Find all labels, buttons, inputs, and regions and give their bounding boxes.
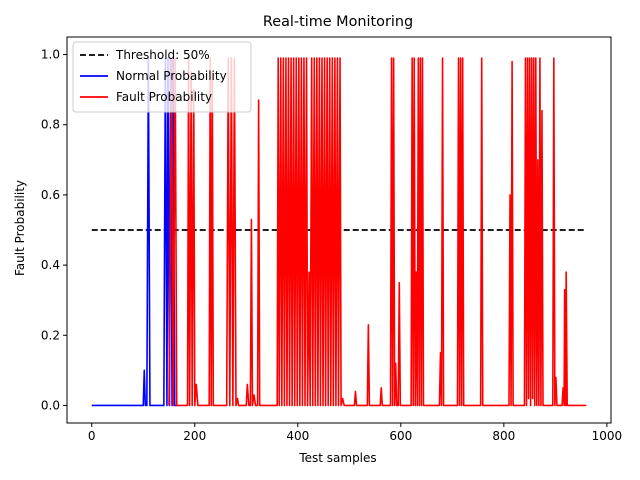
y-tick-label: 0.6 xyxy=(41,188,60,202)
legend-entry-fault-probability-label: Fault Probability xyxy=(116,90,212,104)
x-tick-label: 600 xyxy=(389,429,412,443)
series-line-fault-probability xyxy=(168,57,587,407)
y-axis-label: Fault Probability xyxy=(13,180,27,276)
axes: 0 200 400 600 800 1000 0.0 0.2 0.4 0.6 0.8 1.0 xyxy=(41,36,623,443)
x-axis-label: Test samples xyxy=(298,451,376,465)
x-tick-label: 0 xyxy=(88,429,96,443)
y-tick-label: 0.0 xyxy=(41,398,60,412)
y-tick-label: 1.0 xyxy=(41,48,60,62)
x-tick-label: 800 xyxy=(492,429,515,443)
legend-entry-normal-probability-label: Normal Probability xyxy=(116,69,227,83)
legend-entry-threshold-label: Threshold: 50% xyxy=(115,48,210,62)
legend: Threshold: 50% Normal Probability Fault Pr… xyxy=(72,41,252,113)
legend-box xyxy=(72,41,252,113)
x-tick-label: 1000 xyxy=(592,429,623,443)
chart-title: Real-time Monitoring xyxy=(263,14,413,30)
y-tick-label: 0.2 xyxy=(41,328,60,342)
y-tick-label: 0.4 xyxy=(41,258,60,272)
x-tick-label: 200 xyxy=(183,429,206,443)
x-tick-label: 400 xyxy=(286,429,309,443)
y-tick-label: 0.8 xyxy=(41,118,60,132)
axes-frame xyxy=(66,36,612,424)
